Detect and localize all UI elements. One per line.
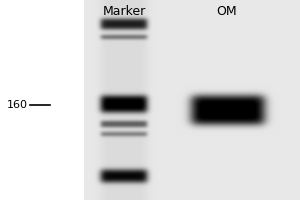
Text: 160: 160 [7,100,28,110]
Text: OM: OM [216,5,237,18]
Text: Marker: Marker [103,5,146,18]
